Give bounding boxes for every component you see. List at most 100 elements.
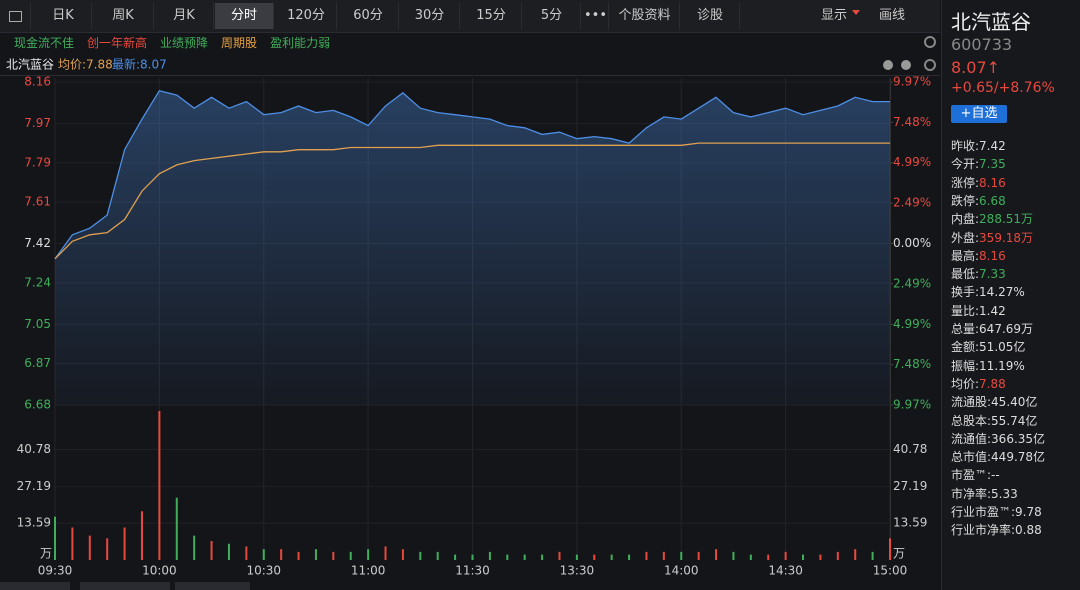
stat-row: 总市值:449.78亿 [951,448,1045,465]
stat-value: 0.88 [1015,523,1042,538]
stat-row: 昨收:7.42 [951,137,1006,154]
volume-unit: 万 [40,547,52,561]
tab[interactable]: 诊股 [681,3,740,29]
volume-bar [175,497,178,560]
volume-bar [732,551,735,560]
dropdown-arrow [852,10,860,15]
settings-icon[interactable] [924,59,936,71]
stat-row: 流通值:366.35亿 [951,430,1045,447]
volume-bar [227,543,230,560]
tag-row: 现金流不佳 创一年新高 业绩预降 周期股 盈利能力弱 [14,34,330,52]
chart: 北汽蓝谷 均价:7.88 最新:8.07 09:30 10:00 10:30 11:0… [0,36,940,590]
volume-bar [749,554,752,560]
stat-label: 均价: [951,376,980,391]
toolbar-button[interactable]: 显示 [820,8,847,23]
tab[interactable]: ••• [583,3,609,29]
stat-row: 振幅:11.19% [951,357,1025,374]
volume-bar [575,554,578,560]
x-tick-label: 11:30 [455,564,490,578]
volume-bar [349,551,352,560]
stat-label: 跌停: [951,193,980,208]
y-tick-label: 7.05 [24,317,51,331]
tab[interactable]: 个股资料 [610,3,680,29]
tab[interactable]: 120分 [276,3,337,29]
tab[interactable]: 30分 [400,3,460,29]
stat-label: 流通股: [951,395,992,410]
stat-row: 最低:7.33 [951,265,1006,282]
tag[interactable]: 现金流不佳 [14,36,75,50]
stat-label: 内盘: [951,212,980,227]
volume-bar [419,551,422,560]
stat-value: 359.18万 [979,230,1034,245]
menu-button[interactable] [0,3,31,29]
stat-label: 换手: [951,285,980,300]
stat-value: 7.33 [979,267,1006,282]
y-tick-label: 6.68 [24,398,51,412]
volume-bar [819,554,822,560]
tag[interactable]: 创一年新高 [87,36,148,50]
volume-bar [680,551,683,560]
stock-name: 北汽蓝谷 [951,10,1031,34]
stat-label: 金额: [951,340,980,355]
tab[interactable]: 周K [93,3,154,29]
volume-bar [314,549,317,560]
volume-bar [541,554,544,560]
stat-row: 量比:1.42 [951,302,1006,319]
stat-label: 涨停: [951,175,980,190]
tab[interactable]: 分时 [215,3,274,29]
y-tick-label: 7.42 [24,236,51,250]
stat-label: 外盘: [951,230,980,245]
tag[interactable]: 盈利能力弱 [270,36,331,50]
y-tick-label: 8.16 [24,75,51,89]
add-watchlist-button[interactable]: +自选 [951,105,1007,123]
volume-bar [767,554,770,560]
volume-bar [836,551,839,560]
volume-bar [802,554,805,560]
y-tick-label: 7.24 [24,275,51,289]
stat-value: 14.27% [979,285,1025,300]
volume-bar [193,535,196,560]
y-tick-label-right: 27.19 [893,479,927,493]
y-tick-label: 27.19 [17,479,51,493]
stat-label: 昨收: [951,139,980,153]
stat-value: 7.35 [979,157,1006,172]
tab[interactable]: 月K [155,3,214,29]
volume-bar [854,549,857,560]
x-tick-label: 14:00 [664,564,699,578]
zoom-in-button[interactable] [883,60,893,70]
tab[interactable]: 5分 [523,3,581,29]
price-area [55,90,890,405]
volume-bar [297,551,300,560]
stat-label: 总股本: [951,413,992,428]
tag[interactable]: 业绩预降 [160,36,209,50]
bottom-tab[interactable] [80,582,170,590]
stat-row: 今开:7.35 [951,155,1006,172]
toolbar-button[interactable]: 画线 [878,8,905,23]
stat-label: 行业市净率: [951,523,1016,538]
tag[interactable]: 周期股 [221,36,258,50]
bottom-tab[interactable] [0,582,70,590]
average-line [54,142,890,260]
y-tick-label: 6.87 [24,356,51,370]
zoom-out-button[interactable] [901,60,911,70]
stat-label: 最高: [951,248,980,263]
tab[interactable]: 日K [35,3,92,29]
volume-bar [715,549,718,560]
x-tick-label: 13:30 [560,564,595,578]
stat-label: 总量: [951,322,980,336]
y-tick-label-right: 13.59 [893,516,927,530]
tag-settings-icon[interactable] [924,36,936,48]
stock-panel: 北汽蓝谷 600733 8.07↑ +0.65/+8.76% +自选 昨收:7.… [941,0,1080,590]
stat-row: 市盈™:-- [951,466,1000,483]
tab[interactable]: 15分 [461,3,522,29]
stock-change: +0.65/+8.76% [951,80,1055,96]
tab[interactable]: 60分 [338,3,399,29]
stat-row: 金额:51.05亿 [951,338,1025,355]
volume-bar [280,549,283,560]
volume-bar [662,551,665,560]
stat-value: 1.42 [979,303,1006,318]
bottom-tab[interactable] [175,582,250,590]
stat-label: 最低: [951,267,980,282]
y2-tick-label: 0.00% [893,236,931,250]
volume-bar [784,551,787,560]
